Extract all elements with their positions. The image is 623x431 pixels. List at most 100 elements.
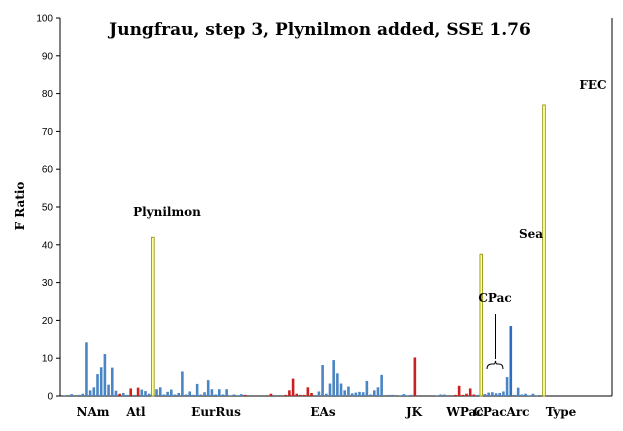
bar bbox=[358, 391, 361, 396]
bar bbox=[133, 394, 136, 396]
bar bbox=[203, 392, 206, 396]
y-tick-label: 0 bbox=[47, 392, 53, 403]
bar bbox=[531, 393, 535, 396]
bar bbox=[343, 390, 347, 396]
bar bbox=[306, 387, 310, 396]
bar bbox=[317, 391, 321, 396]
bar bbox=[520, 394, 524, 396]
y-ticks: 0 10 20 30 40 50 60 70 80 90 100 bbox=[36, 14, 60, 403]
bar bbox=[92, 387, 96, 396]
bar bbox=[398, 395, 402, 396]
bar bbox=[243, 394, 247, 396]
group-label: Type bbox=[546, 405, 577, 419]
bar bbox=[96, 374, 99, 396]
annotation-label: Plynilmon bbox=[133, 205, 201, 219]
bar bbox=[354, 392, 358, 396]
bar bbox=[195, 383, 199, 396]
group-label: NAm bbox=[77, 405, 110, 419]
bar bbox=[487, 392, 490, 396]
bar bbox=[103, 354, 107, 396]
bar bbox=[232, 394, 236, 396]
bar bbox=[70, 394, 73, 396]
bar bbox=[199, 394, 203, 396]
bar bbox=[291, 378, 295, 396]
cpac-bracket bbox=[486, 360, 504, 370]
bar bbox=[225, 389, 228, 396]
bar bbox=[435, 395, 439, 396]
bar bbox=[509, 326, 513, 396]
group-label: Atl bbox=[125, 405, 146, 419]
bar bbox=[502, 391, 505, 396]
bar bbox=[173, 394, 177, 396]
y-tick-label: 50 bbox=[42, 203, 54, 214]
bar bbox=[170, 389, 173, 396]
annotation-label: Sea bbox=[519, 227, 543, 241]
bar bbox=[81, 393, 85, 396]
bar bbox=[387, 394, 391, 396]
bar bbox=[439, 394, 442, 396]
bar bbox=[229, 395, 232, 396]
y-tick-label: 70 bbox=[42, 127, 54, 138]
bar bbox=[110, 367, 114, 396]
bar bbox=[461, 394, 465, 396]
y-axis-label: F Ratio bbox=[13, 182, 27, 231]
bar bbox=[332, 360, 335, 396]
bar bbox=[162, 394, 166, 396]
bar bbox=[372, 390, 376, 396]
y-tick-label: 40 bbox=[42, 240, 54, 251]
bar bbox=[288, 390, 291, 396]
bar bbox=[472, 394, 476, 396]
bar bbox=[347, 386, 350, 396]
bar bbox=[221, 394, 225, 396]
bar bbox=[85, 342, 88, 396]
bar bbox=[295, 393, 299, 396]
bar bbox=[310, 392, 313, 396]
bar bbox=[406, 395, 409, 396]
bar bbox=[483, 394, 487, 396]
bar bbox=[339, 383, 343, 396]
bar bbox=[63, 395, 66, 396]
bar bbox=[535, 395, 538, 396]
bar bbox=[122, 392, 125, 396]
bar bbox=[494, 393, 498, 396]
bar bbox=[336, 373, 339, 396]
bar bbox=[181, 371, 184, 396]
bar bbox=[465, 393, 468, 396]
bar bbox=[114, 390, 118, 396]
bar bbox=[402, 394, 406, 396]
bar bbox=[184, 394, 188, 396]
y-tick-label: 60 bbox=[42, 165, 54, 176]
group-label: WPac bbox=[445, 405, 483, 419]
bar bbox=[498, 392, 502, 396]
bar bbox=[136, 387, 140, 396]
bar bbox=[240, 394, 243, 396]
bar bbox=[129, 388, 133, 396]
bar bbox=[284, 394, 287, 396]
cpac-annotation-label: CPac bbox=[478, 291, 511, 305]
bar bbox=[269, 393, 273, 396]
bar bbox=[210, 389, 214, 396]
bar bbox=[107, 384, 110, 396]
group-label: CPac bbox=[473, 405, 506, 419]
group-label: JK bbox=[405, 405, 423, 419]
bar bbox=[328, 383, 332, 396]
bar bbox=[542, 104, 546, 397]
bar bbox=[505, 377, 509, 396]
bar bbox=[454, 394, 457, 396]
bar bbox=[350, 393, 354, 396]
bar bbox=[151, 236, 155, 397]
bar bbox=[299, 394, 302, 396]
bar bbox=[365, 380, 369, 396]
y-tick-label: 100 bbox=[36, 14, 53, 25]
bar bbox=[479, 253, 483, 397]
bar bbox=[369, 394, 372, 396]
bar bbox=[118, 393, 121, 396]
bar bbox=[524, 393, 527, 396]
bar bbox=[409, 394, 413, 396]
bar bbox=[321, 365, 324, 396]
bar bbox=[516, 387, 520, 396]
bar bbox=[147, 393, 151, 396]
bar bbox=[155, 389, 158, 396]
